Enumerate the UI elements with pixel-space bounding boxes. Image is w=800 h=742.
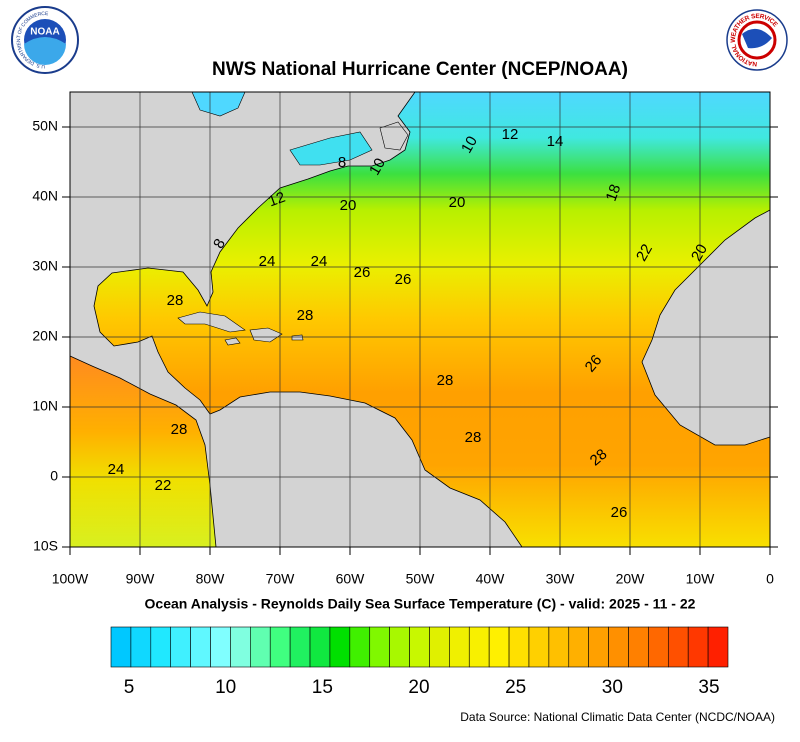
colorbar-label: 30 — [602, 677, 623, 698]
colorbar-box — [289, 626, 311, 668]
colorbar-box — [568, 626, 589, 668]
colorbar-box — [110, 626, 132, 668]
title: NWS National Hurricane Center (NCEP/NOAA… — [212, 59, 628, 80]
x-tick-label: 20W — [616, 571, 646, 587]
colorbar-box — [210, 626, 231, 668]
contour-label: 20 — [340, 197, 357, 214]
contour-label: 20 — [688, 241, 711, 264]
x-tick-label: 10W — [686, 571, 716, 587]
colorbar-box — [608, 626, 629, 668]
colorbar-label: 10 — [215, 677, 236, 698]
x-tick-label: 60W — [336, 571, 366, 587]
colorbar-box — [389, 626, 410, 668]
colorbar-box — [429, 626, 450, 668]
contour-label: 28 — [167, 292, 184, 309]
colorbar-box — [528, 626, 550, 668]
colorbar-box — [369, 626, 390, 668]
colorbar-box — [130, 626, 152, 668]
colorbar-box — [667, 626, 689, 668]
colorbar-box — [508, 626, 530, 668]
contour-label: 24 — [311, 253, 328, 270]
colorbar-label: 5 — [124, 677, 135, 698]
contour-label: 28 — [437, 372, 454, 389]
x-tick-label: 50W — [406, 571, 436, 587]
colorbar-box — [687, 626, 709, 668]
colorbar-box — [449, 626, 470, 668]
colorbar-box — [190, 626, 211, 668]
contour-label: 26 — [395, 271, 412, 288]
x-tick-label: 40W — [476, 571, 506, 587]
colorbar-box — [707, 626, 729, 668]
colorbar-box — [309, 626, 331, 668]
contour-label: 18 — [603, 182, 625, 203]
colorbar-box — [150, 626, 172, 668]
contour-label: 22 — [155, 477, 172, 494]
colorbar-box — [588, 626, 609, 668]
x-tick-label: 80W — [196, 571, 226, 587]
colorbar-box — [269, 626, 291, 668]
caption: Ocean Analysis - Reynolds Daily Sea Surf… — [145, 596, 696, 612]
colorbar-box — [648, 626, 669, 668]
y-tick-label: 10S — [33, 538, 58, 554]
colorbar-box — [468, 626, 490, 668]
colorbar: 5 10 15 20 25 30 35 — [110, 626, 729, 698]
contour-label: 26 — [611, 504, 628, 521]
y-tick-label: 10N — [32, 398, 58, 414]
x-tick-label: 90W — [126, 571, 156, 587]
colorbar-box — [349, 626, 371, 668]
jamaica — [224, 337, 241, 346]
colorbar-box — [548, 626, 570, 668]
contour-label: 10 — [366, 155, 389, 178]
contour-label: 26 — [354, 264, 371, 281]
colorbar-label: 15 — [312, 677, 333, 698]
nws-logo: NATIONAL WEATHER SERVICE — [726, 9, 788, 71]
contour-label: 12 — [502, 126, 519, 143]
contour-label: 28 — [465, 429, 482, 446]
cuba — [177, 311, 246, 333]
footer: Data Source: National Climatic Data Cent… — [460, 710, 775, 724]
newfoundland — [379, 121, 409, 151]
contour-label: 28 — [297, 307, 314, 324]
colorbar-box — [250, 626, 271, 668]
contour-label: 28 — [171, 421, 188, 438]
contour-label: 22 — [633, 241, 656, 264]
colorbar-box — [170, 626, 191, 668]
contour-label: 20 — [449, 194, 466, 211]
puerto-rico — [291, 334, 304, 341]
y-tick-label: 0 — [50, 468, 58, 484]
gulf-st-lawrence — [289, 131, 373, 166]
x-tick-label: 0 — [766, 571, 774, 587]
axes: 100W 90W 80W 70W 60W 50W 40W 30W 20W 10W 0 50N 40N 30… — [32, 118, 778, 587]
y-tick-label: 40N — [32, 188, 58, 204]
x-tick-label: 30W — [546, 571, 576, 587]
x-tick-label: 100W — [52, 571, 89, 587]
hispaniola — [249, 327, 283, 343]
noaa-logo: NOAA U.S. DEPARTMENT OF COMMERCE — [11, 6, 79, 74]
y-tick-label: 30N — [32, 258, 58, 274]
colorbar-box — [230, 626, 251, 668]
contour-label: 24 — [108, 461, 125, 478]
contour-label: 10 — [458, 133, 481, 156]
colorbar-label: 20 — [408, 677, 429, 698]
logo-text: NOAA — [30, 27, 59, 38]
contour-label: 12 — [266, 189, 287, 211]
contour-label: 8 — [338, 154, 346, 171]
contour-label: 14 — [547, 133, 564, 150]
colorbar-box — [488, 626, 510, 668]
y-tick-label: 50N — [32, 118, 58, 134]
colorbar-label: 35 — [698, 677, 719, 698]
colorbar-box — [409, 626, 430, 668]
x-tick-label: 70W — [266, 571, 296, 587]
y-tick-label: 20N — [32, 328, 58, 344]
colorbar-box — [628, 626, 649, 668]
colorbar-label: 25 — [505, 677, 526, 698]
contour-label: 24 — [259, 253, 276, 270]
colorbar-box — [329, 626, 351, 668]
